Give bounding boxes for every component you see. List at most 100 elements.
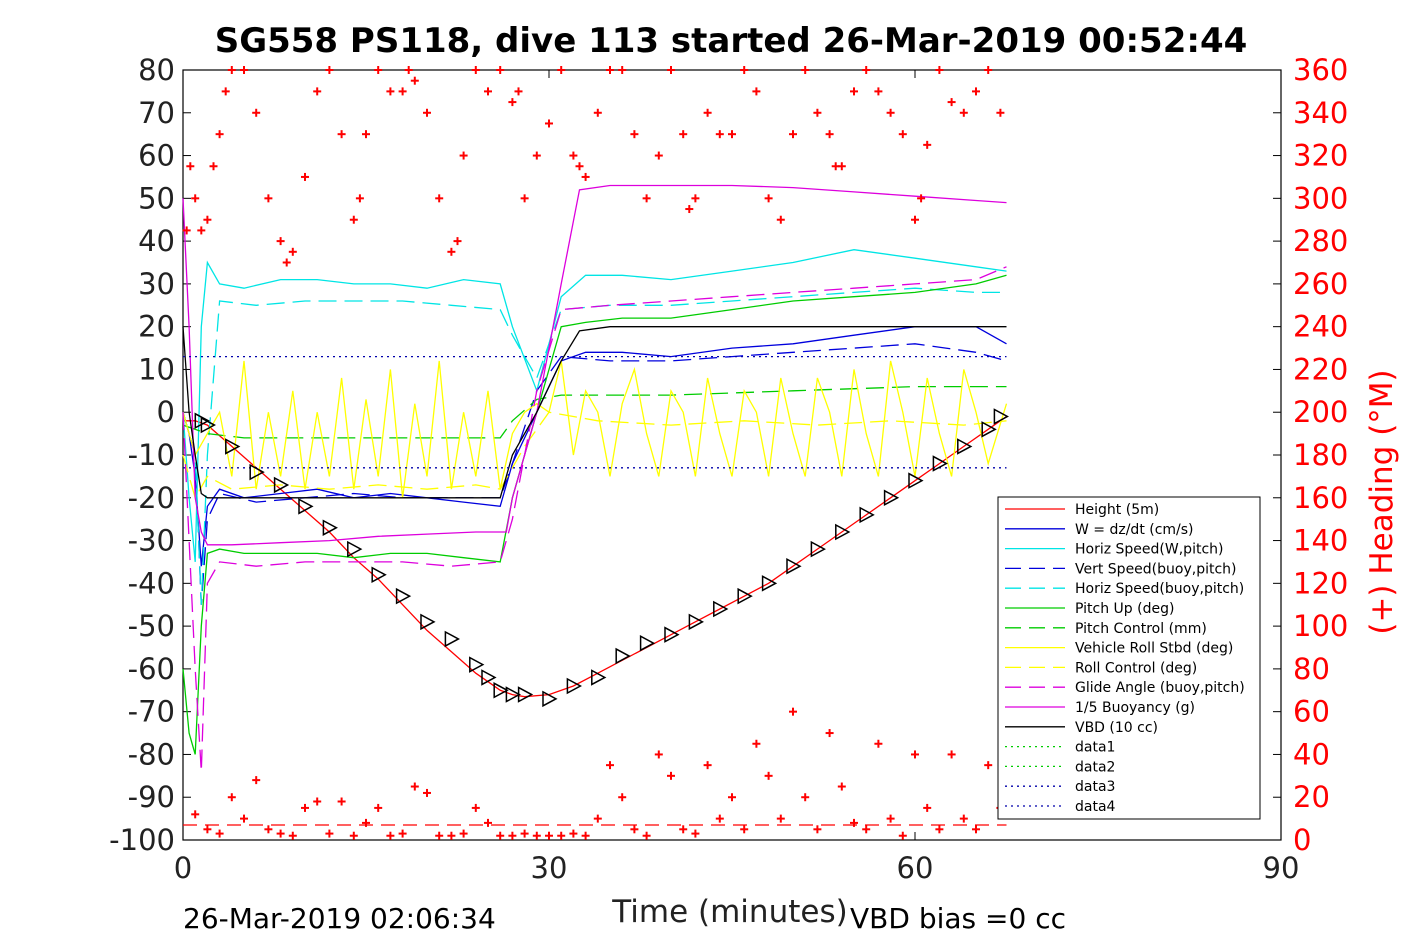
dive-marker — [505, 686, 521, 703]
legend-label: Glide Angle (buoy,pitch) — [1075, 680, 1245, 696]
y2-tick-label: 280 — [1293, 224, 1348, 258]
dive-marker — [542, 690, 558, 708]
heading-point — [386, 87, 395, 96]
heading-point-low — [850, 818, 858, 827]
heading-point-low — [703, 761, 712, 770]
heading-point — [374, 66, 383, 74]
dive-marker — [688, 613, 704, 631]
legend-box — [997, 496, 1261, 820]
dive-marker — [615, 647, 631, 665]
heading-point — [776, 215, 785, 224]
y2-tick-label: 40 — [1293, 737, 1330, 771]
dive-marker — [664, 626, 680, 643]
dive-marker — [591, 669, 607, 686]
heading-point-low — [191, 810, 200, 819]
heading-point-low — [520, 829, 529, 838]
heading-point — [606, 66, 614, 74]
heading-point-low — [215, 829, 224, 838]
heading-point — [313, 87, 322, 96]
x-axis: 0 30 60 90 — [174, 70, 1300, 885]
heading-point-low — [911, 750, 919, 759]
heading-point — [532, 151, 541, 160]
series-line-9 — [182, 266, 1007, 772]
heading-point-low — [642, 831, 651, 840]
y2-tick-label: 100 — [1293, 609, 1348, 643]
heading-point — [996, 108, 1005, 117]
dive-marker — [566, 677, 582, 695]
heading-point — [252, 108, 261, 117]
x-axis-label: Time (minutes) — [611, 894, 847, 930]
series-line-0 — [183, 415, 1007, 698]
heading-point-low — [886, 814, 895, 823]
dive-marker — [932, 455, 948, 472]
heading-point — [227, 66, 236, 74]
heading-point — [935, 66, 944, 74]
heading-point — [215, 130, 224, 139]
y-tick-label: -40 — [128, 566, 175, 600]
dive-marker — [371, 566, 387, 584]
heading-point — [325, 66, 334, 74]
series-line-10 — [182, 184, 1007, 546]
heading-point — [453, 237, 462, 246]
heading-point — [984, 66, 993, 74]
y2-tick-label: 220 — [1293, 352, 1348, 386]
dive-marker — [737, 587, 753, 605]
heading-point-low — [984, 761, 993, 770]
heading-point — [923, 140, 932, 149]
heading-point — [557, 66, 566, 74]
heading-point-low — [874, 739, 883, 748]
y-tick-label: -20 — [128, 481, 175, 515]
heading-point-low — [959, 814, 968, 823]
heading-point-low — [691, 829, 700, 838]
y-tick-label: 50 — [138, 181, 175, 215]
legend-label: data1 — [1075, 740, 1115, 756]
heading-point-low — [825, 729, 834, 738]
x-tick-label: 90 — [1263, 851, 1300, 885]
dive-marker — [639, 634, 656, 652]
heading-point — [728, 130, 736, 139]
dive-marker — [420, 613, 436, 631]
y2-tick-label: 160 — [1293, 481, 1348, 515]
heading-point — [618, 66, 627, 74]
dive-marker — [517, 686, 534, 703]
heading-point-low — [337, 797, 346, 806]
y-tick-label: 70 — [138, 96, 175, 130]
dive-marker — [957, 438, 973, 455]
heading-point — [752, 87, 761, 96]
heading-point — [520, 194, 529, 203]
legend-label: Vehicle Roll Stbd (deg) — [1075, 641, 1233, 657]
heading-point — [715, 130, 724, 139]
heading-point-low — [606, 761, 614, 770]
heading-point — [182, 226, 191, 235]
heading-point-low — [484, 818, 492, 827]
dive-marker — [298, 498, 314, 515]
heading-point — [825, 130, 834, 139]
heading-point-low — [301, 803, 309, 812]
heading-point — [240, 66, 248, 74]
y-tick-label: -100 — [109, 823, 175, 857]
y2-tick-label: 340 — [1293, 96, 1348, 130]
heading-point — [764, 194, 773, 203]
heading-point — [447, 247, 456, 256]
dive-marker — [859, 506, 875, 524]
heading-point — [972, 87, 980, 96]
heading-point — [203, 215, 212, 224]
heading-point — [575, 162, 584, 171]
dive-marker — [481, 669, 497, 686]
y2-tick-label: 200 — [1293, 395, 1348, 429]
dive-marker — [200, 416, 216, 434]
heading-point-low — [801, 793, 810, 802]
heading-point — [740, 66, 749, 74]
legend-label: W = dz/dt (cm/s) — [1075, 522, 1194, 538]
heading-point-low — [667, 771, 675, 780]
heading-point-low — [764, 771, 773, 780]
y2-tick-label: 80 — [1293, 652, 1330, 686]
heading-point-low — [752, 739, 761, 748]
series-line-4 — [182, 287, 1007, 605]
y2-tick-label: 260 — [1293, 267, 1348, 301]
series-line-11 — [182, 326, 1007, 499]
heading-point-low — [618, 793, 627, 802]
heading-point-low — [862, 825, 871, 834]
heading-point-low — [203, 825, 212, 834]
